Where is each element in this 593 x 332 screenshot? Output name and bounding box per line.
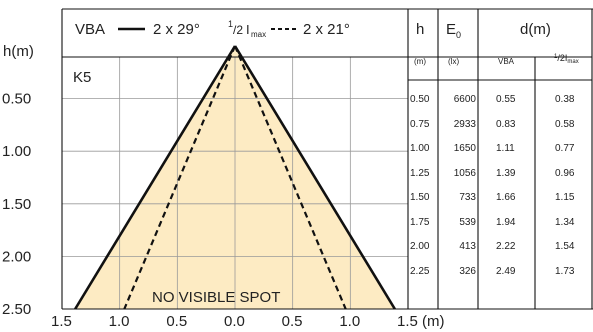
annotation-no-visible-spot: NO VISIBLE SPOT — [152, 289, 280, 306]
x-tick-label-4: 0.5 — [282, 313, 303, 330]
table-cell-vba: 0.83 — [496, 118, 516, 130]
col-header-e0-main: E — [446, 21, 457, 38]
x-tick-label-6: 1.5 (m) — [397, 313, 445, 330]
table-cell-half: 1.15 — [555, 192, 575, 203]
table-cell-vba: 0.55 — [496, 94, 516, 105]
table-cell-h: 1.50 — [410, 192, 430, 203]
table-cell-e0: 413 — [459, 241, 476, 252]
lighting-table: h E0 d(m) (m) (lx) VBA 1/2Imax 0.50 6600 0… — [408, 9, 591, 310]
sub-header-half-i: I — [564, 53, 568, 63]
x-tick-label-5: 1.0 — [339, 313, 360, 330]
y-tick-label-2: 1.50 — [2, 196, 31, 213]
half-imax-line-left — [123, 45, 237, 310]
vba-line-right — [233, 45, 396, 310]
table-cell-vba: 1.11 — [496, 143, 515, 154]
table-cell-half: 1.73 — [555, 265, 575, 277]
half-imax-line-right — [233, 45, 347, 310]
table-cell-h: 2.00 — [410, 241, 430, 252]
table-cell-half: 0.58 — [555, 118, 575, 130]
half-imax-label-i: I — [246, 22, 250, 37]
x-tick-label-0: 1.5 — [51, 313, 72, 330]
y-axis-label: h(m) — [3, 43, 34, 60]
sub-header-half-sub: max — [567, 59, 579, 65]
sub-header-half-num: 1 — [554, 54, 558, 60]
vba-legend-label: VBA — [75, 21, 105, 38]
x-tick-label-2: 0.5 — [166, 313, 187, 330]
x-tick-label-1: 1.0 — [109, 313, 130, 330]
table-cell-e0: 1650 — [453, 143, 476, 154]
table-cell-e0: 539 — [459, 216, 476, 228]
y-tick-label-0: 0.50 — [2, 91, 31, 108]
half-imax-label-den: /2 — [233, 23, 243, 37]
col-header-e0-sub: 0 — [456, 30, 462, 40]
table-cell-h: 0.75 — [410, 118, 430, 130]
table-cell-half: 1.34 — [555, 216, 575, 228]
half-imax-legend-angle: 2 x 21° — [303, 21, 350, 38]
table-cell-half: 1.54 — [555, 241, 575, 252]
sub-header-vba: VBA — [498, 57, 515, 66]
table-cell-e0: 2933 — [453, 118, 476, 130]
col-header-e0: E0 — [446, 21, 462, 40]
table-cell-vba: 2.22 — [496, 241, 516, 252]
col-header-h: h — [416, 21, 425, 38]
table-cell-half: 0.38 — [555, 94, 575, 105]
table-cell-h: 0.50 — [410, 94, 430, 105]
y-tick-label-1: 1.00 — [2, 143, 31, 160]
col-header-d: d(m) — [520, 21, 551, 38]
half-imax-label-num: 1 — [228, 19, 233, 29]
sub-header-half-den: /2 — [557, 53, 565, 63]
table-cell-h: 1.00 — [410, 143, 430, 154]
sub-header-h-unit: (m) — [414, 57, 426, 66]
y-tick-label-4: 2.50 — [2, 301, 31, 318]
table-cell-vba: 1.66 — [496, 192, 516, 203]
sub-header-e0-unit: (lx) — [448, 57, 460, 66]
table-cell-h: 2.25 — [410, 265, 430, 277]
table-cell-vba: 2.49 — [496, 265, 516, 277]
x-tick-label-3: 0.0 — [224, 313, 245, 330]
table-cell-e0: 326 — [459, 265, 476, 277]
table-cell-e0: 1056 — [453, 167, 476, 179]
table-cell-h: 1.25 — [410, 167, 430, 179]
table-cell-h: 1.75 — [410, 216, 430, 228]
table-cell-vba: 1.94 — [496, 216, 516, 228]
half-imax-label-sub: max — [251, 30, 266, 39]
table-cell-half: 0.96 — [555, 167, 575, 179]
vba-legend-angle: 2 x 29° — [153, 21, 200, 38]
sub-header-half-imax: 1/2Imax — [554, 53, 579, 65]
table-cell-e0: 733 — [459, 192, 476, 203]
model-label: K5 — [73, 69, 91, 86]
table-cell-e0: 6600 — [453, 94, 476, 105]
y-tick-label-3: 2.00 — [2, 248, 31, 265]
vba-line-left — [74, 45, 237, 310]
table-cell-vba: 1.39 — [496, 167, 516, 179]
table-cell-half: 0.77 — [555, 143, 575, 154]
